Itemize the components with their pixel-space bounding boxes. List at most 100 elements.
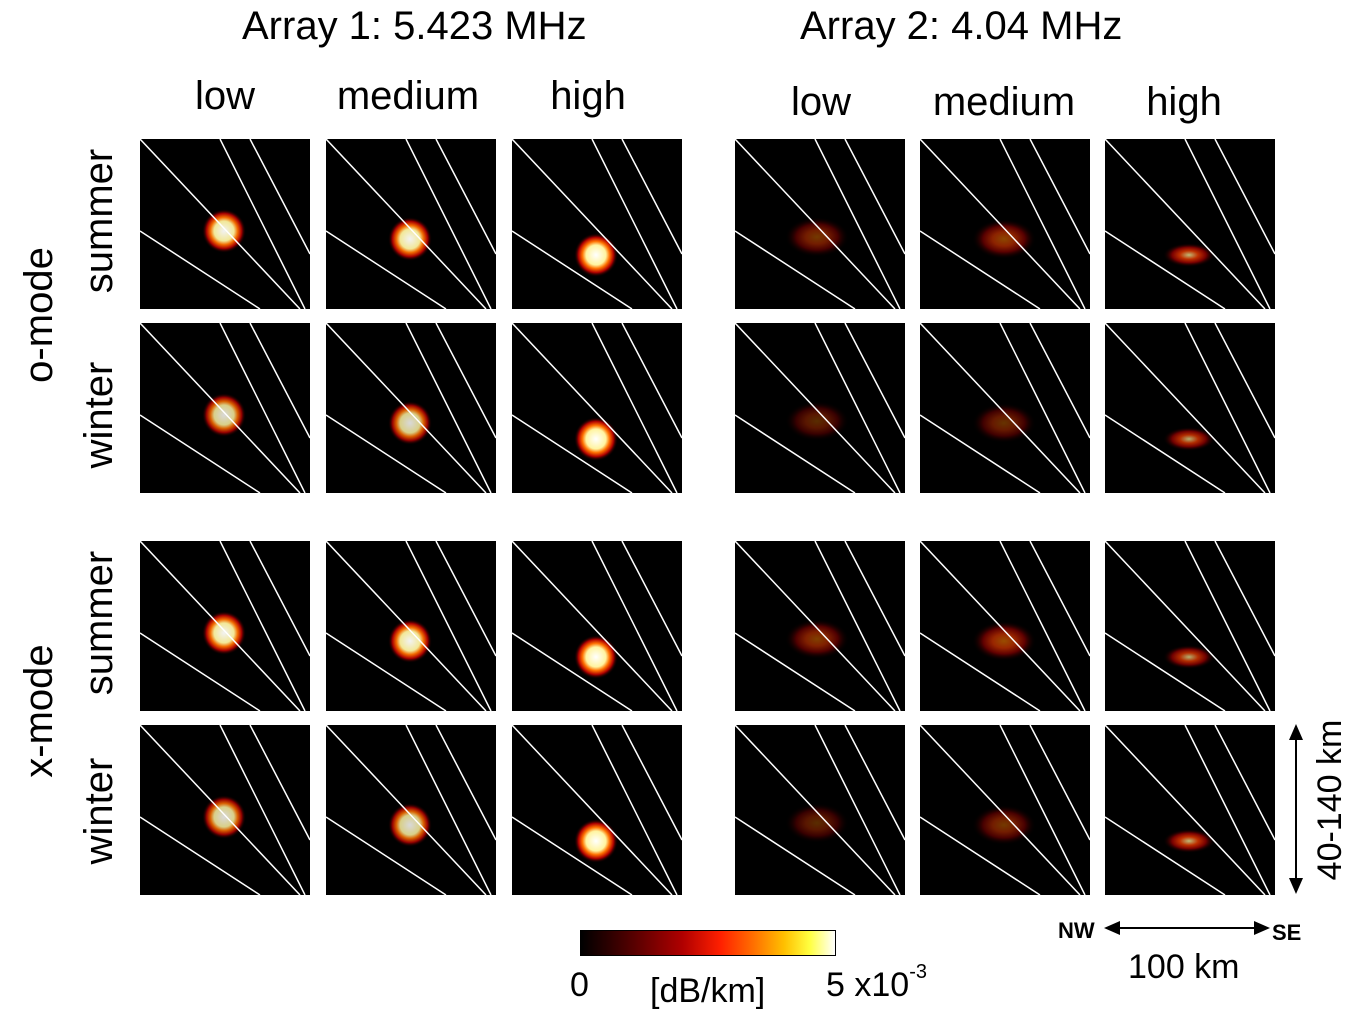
panel-o-summer-array1-low <box>140 139 310 309</box>
beam-boundary-line <box>405 541 492 711</box>
absorption-blob <box>202 795 246 839</box>
beam-boundary-line <box>140 230 261 309</box>
mode-label-o: o-mode <box>17 247 61 383</box>
beam-boundary-line <box>1105 632 1226 711</box>
beam-boundary-line <box>1105 541 1266 711</box>
panel-x-summer-array1-medium <box>326 541 496 711</box>
beam-boundary-line <box>621 323 682 439</box>
beam-boundary-line <box>814 725 901 895</box>
beam-boundary-line <box>844 139 905 255</box>
colorbar-max-label: 5 x10-3 <box>826 961 927 1005</box>
absorption-blob <box>785 217 849 257</box>
panel-o-winter-array1-medium <box>326 323 496 493</box>
beam-boundary-line <box>219 323 306 493</box>
beam-boundary-line <box>920 816 1041 895</box>
beam-boundary-line <box>735 725 896 895</box>
beam-boundary-line <box>1184 541 1271 711</box>
colorbar-max-exponent: -3 <box>909 961 927 983</box>
beam-boundary-line <box>920 323 1081 493</box>
beam-boundary-line <box>735 139 896 309</box>
absorption-blob <box>388 401 432 445</box>
absorption-blob <box>1163 645 1215 669</box>
absorption-blob <box>574 417 618 461</box>
beam-boundary-line <box>512 632 633 711</box>
vertical-scale-label: 40-140 km <box>1311 719 1349 881</box>
season-label-x-summer: summer <box>77 550 121 696</box>
col-label-array1-high: high <box>550 74 626 118</box>
beam-boundary-line <box>1184 139 1271 309</box>
beam-boundary-line <box>844 323 905 439</box>
panel-o-winter-array2-high <box>1105 323 1275 493</box>
colorbar-unit-label: [dB/km] <box>650 972 766 1010</box>
beam-boundary-line <box>844 725 905 841</box>
col-label-array1-medium: medium <box>336 74 480 118</box>
beam-boundary-line <box>219 725 306 895</box>
absorption-blob <box>785 401 849 441</box>
beam-boundary-line <box>512 725 673 895</box>
panel-x-winter-array1-medium <box>326 725 496 895</box>
beam-boundary-line <box>249 139 310 255</box>
panel-x-summer-array1-low <box>140 541 310 711</box>
beam-boundary-line <box>999 541 1086 711</box>
beam-boundary-line <box>249 725 310 841</box>
absorption-blob <box>972 621 1036 661</box>
beam-boundary-line <box>621 725 682 841</box>
beam-boundary-line <box>435 323 496 439</box>
beam-boundary-line <box>512 414 633 493</box>
beam-boundary-line <box>512 139 673 309</box>
absorption-blob <box>972 403 1036 443</box>
beam-boundary-line <box>405 725 492 895</box>
beam-boundary-line <box>621 139 682 255</box>
beam-boundary-line <box>814 323 901 493</box>
colorbar <box>580 930 836 956</box>
beam-boundary-line <box>1184 725 1271 895</box>
beam-boundary-line <box>512 323 673 493</box>
panel-o-summer-array1-high <box>512 139 682 309</box>
beam-boundary-line <box>219 139 306 309</box>
beam-boundary-line <box>735 816 856 895</box>
beam-boundary-line <box>1105 323 1266 493</box>
absorption-blob <box>388 619 432 663</box>
panel-o-winter-array1-low <box>140 323 310 493</box>
beam-boundary-line <box>326 414 447 493</box>
beam-boundary-line <box>1214 323 1275 439</box>
beam-boundary-line <box>1105 230 1226 309</box>
panel-o-winter-array2-medium <box>920 323 1090 493</box>
beam-boundary-line <box>140 541 301 711</box>
beam-boundary-line <box>814 541 901 711</box>
array-1-title: Array 1: 5.423 MHz <box>242 4 587 48</box>
horizontal-scale-arrow <box>1104 921 1270 935</box>
season-label-o-summer: summer <box>77 148 121 294</box>
absorption-blob <box>972 219 1036 259</box>
season-label-x-winter: winter <box>77 757 121 865</box>
beam-boundary-line <box>1105 414 1226 493</box>
beam-boundary-line <box>591 323 678 493</box>
beam-boundary-line <box>249 541 310 657</box>
absorption-blob <box>574 233 618 277</box>
beam-boundary-line <box>512 230 633 309</box>
absorption-blob <box>202 393 246 437</box>
beam-boundary-line <box>435 139 496 255</box>
beam-boundary-line <box>140 414 261 493</box>
beam-boundary-line <box>512 816 633 895</box>
beam-boundary-line <box>1029 139 1090 255</box>
col-label-array2-low: low <box>790 80 852 124</box>
col-label-array1-low: low <box>194 74 256 118</box>
beam-boundary-line <box>326 816 447 895</box>
panel-o-winter-array2-low <box>735 323 905 493</box>
absorption-blob <box>574 635 618 679</box>
beam-boundary-line <box>1029 323 1090 439</box>
beam-boundary-line <box>814 139 901 309</box>
beam-boundary-line <box>735 632 856 711</box>
beam-boundary-line <box>621 541 682 657</box>
beam-boundary-line <box>326 230 447 309</box>
panel-x-summer-array2-low <box>735 541 905 711</box>
absorption-blob <box>202 611 246 655</box>
beam-boundary-line <box>326 323 487 493</box>
beam-boundary-line <box>591 139 678 309</box>
beam-boundary-line <box>435 725 496 841</box>
beam-boundary-line <box>920 230 1041 309</box>
col-label-array2-high: high <box>1146 80 1222 124</box>
panel-o-summer-array2-medium <box>920 139 1090 309</box>
beam-boundary-line <box>920 632 1041 711</box>
